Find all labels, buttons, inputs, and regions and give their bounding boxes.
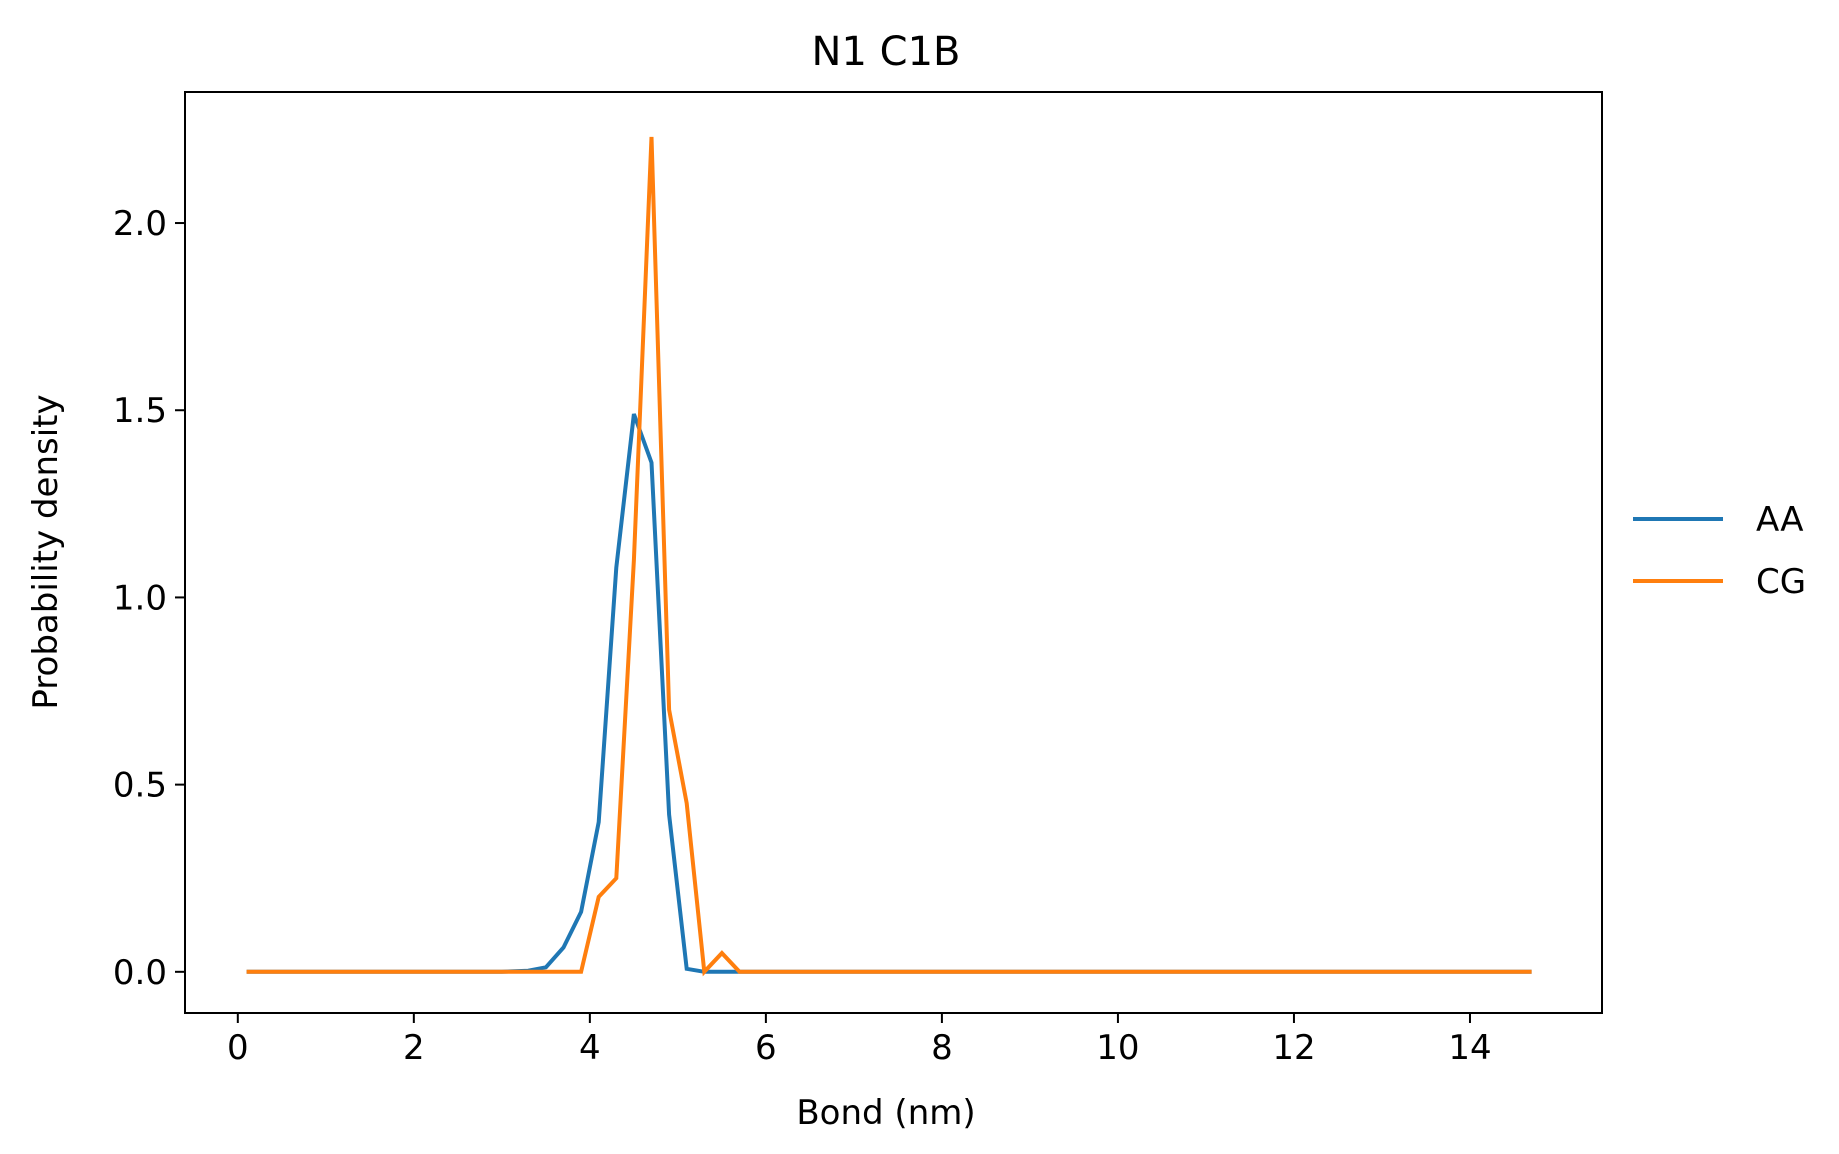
y-tick-label: 1.5 <box>113 391 167 431</box>
x-tick-label: 14 <box>1448 1028 1491 1068</box>
x-tick-label: 8 <box>931 1028 953 1068</box>
plot-frame <box>184 91 1603 1014</box>
y-axis-label: Probability density <box>26 394 66 709</box>
y-tick-label: 0.0 <box>113 953 167 993</box>
x-tick-label: 12 <box>1272 1028 1315 1068</box>
x-axis-ticks: 0 2 4 6 8 10 12 14 <box>227 1013 1492 1068</box>
y-tick-label: 2.0 <box>113 204 167 244</box>
x-tick-label: 2 <box>403 1028 425 1068</box>
chart-title: N1 C1B <box>812 29 961 75</box>
plot-area <box>184 91 1603 1014</box>
x-tick-label: 4 <box>579 1028 601 1068</box>
y-tick-label: 0.5 <box>113 766 167 806</box>
legend-label-cg: CG <box>1756 562 1806 602</box>
x-tick-label: 0 <box>227 1028 249 1068</box>
series-line-aa <box>246 413 1532 974</box>
y-tick-label: 1.0 <box>113 578 167 618</box>
legend: AA CG <box>1633 500 1806 602</box>
y-axis-ticks: 0.0 0.5 1.0 1.5 2.0 <box>113 204 185 993</box>
series-line-cg <box>246 136 1532 977</box>
legend-label-aa: AA <box>1756 500 1803 540</box>
x-axis-label: Bond (nm) <box>796 1093 975 1133</box>
x-tick-label: 10 <box>1096 1028 1139 1068</box>
x-tick-label: 6 <box>755 1028 777 1068</box>
